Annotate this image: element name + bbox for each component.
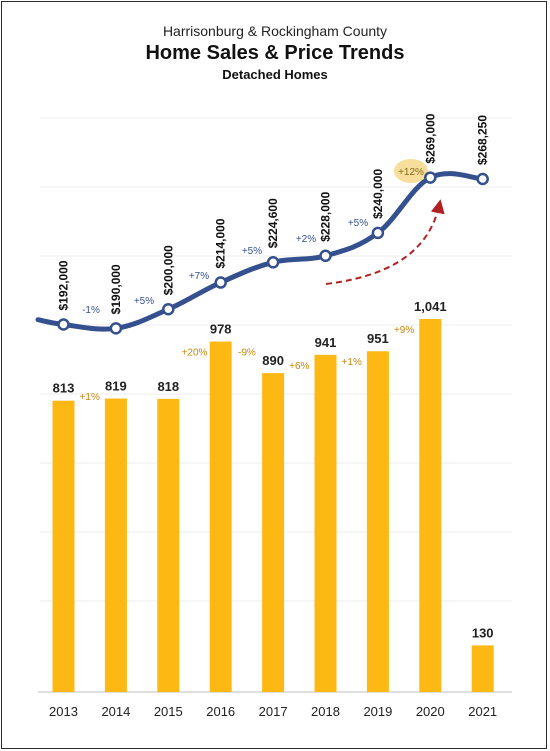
bar-2016 <box>209 341 232 692</box>
price-point-2020 <box>424 171 437 184</box>
bar-change-label: +20% <box>182 348 208 359</box>
chart-titles: Harrisonburg & Rockingham County Home Sa… <box>0 22 550 84</box>
bar-2019 <box>366 351 389 692</box>
bar-2013 <box>52 400 75 692</box>
bar-change-label: +1% <box>80 392 100 403</box>
bar-value-label: 818 <box>157 379 179 394</box>
price-point-2015 <box>162 302 175 316</box>
x-tick-label: 2016 <box>206 704 235 719</box>
x-tick-label: 2015 <box>154 704 183 719</box>
x-tick-label: 2019 <box>363 704 392 719</box>
bar-2014 <box>104 398 127 692</box>
bar-change-label: +1% <box>342 357 362 368</box>
price-line <box>35 171 486 332</box>
bar-value-label: 978 <box>210 322 232 337</box>
price-point-2016 <box>214 276 227 289</box>
chart-subtitle: Detached Homes <box>222 67 328 82</box>
price-value-label: $224,600 <box>266 198 280 248</box>
price-value-label: $228,000 <box>319 191 333 241</box>
price-point-2013 <box>57 318 70 331</box>
x-tick-label: 2020 <box>416 704 445 719</box>
bar-2018 <box>314 354 337 692</box>
price-value-label: $268,250 <box>476 115 490 165</box>
price-point-2014 <box>109 322 123 335</box>
x-tick-label: 2018 <box>311 704 340 719</box>
bar-value-label: 813 <box>53 381 75 396</box>
bar-change-label: +6% <box>289 361 309 372</box>
bar-value-label: 890 <box>262 353 284 368</box>
bar-2015 <box>157 398 180 692</box>
chart-title: Home Sales & Price Trends <box>145 42 405 64</box>
price-change-label: +5% <box>134 296 154 307</box>
bar-change-label: +9% <box>394 325 414 336</box>
bar-2020 <box>419 319 442 692</box>
bar-value-label: 951 <box>367 331 389 346</box>
price-point-2021 <box>476 172 489 186</box>
price-value-label: $190,000 <box>109 264 123 314</box>
price-value-label: $200,000 <box>161 245 175 295</box>
x-tick-label: 2014 <box>101 704 130 719</box>
x-tick-label: 2021 <box>468 704 497 719</box>
bar-value-label: 130 <box>472 625 494 640</box>
price-point-2019 <box>371 226 385 240</box>
price-value-label: $192,000 <box>57 260 71 310</box>
chart-supertitle: Harrisonburg & Rockingham County <box>162 23 388 39</box>
bar-2017 <box>262 373 285 692</box>
price-point-2017 <box>266 256 280 269</box>
price-change-label: +5% <box>348 218 368 229</box>
bar-2021 <box>471 645 494 692</box>
price-point-2018 <box>319 249 332 263</box>
price-change-label: +12% <box>398 167 424 178</box>
price-change-label: -1% <box>82 305 100 316</box>
price-change-label: +5% <box>242 246 262 257</box>
bar-value-label: 941 <box>315 335 337 350</box>
highlight-blob <box>394 159 428 183</box>
bar-value-label: 1,041 <box>414 299 447 314</box>
price-change-label: +2% <box>296 234 316 245</box>
trend-arrow <box>325 199 445 285</box>
x-tick-label: 2013 <box>49 704 78 719</box>
price-change-label: +7% <box>189 271 209 282</box>
bar-change-label: -9% <box>238 348 256 359</box>
price-value-label: $214,000 <box>214 218 228 268</box>
price-value-label: $269,000 <box>423 113 437 163</box>
bar-value-label: 819 <box>105 379 127 394</box>
price-value-label: $240,000 <box>371 169 385 219</box>
x-tick-label: 2017 <box>259 704 288 719</box>
